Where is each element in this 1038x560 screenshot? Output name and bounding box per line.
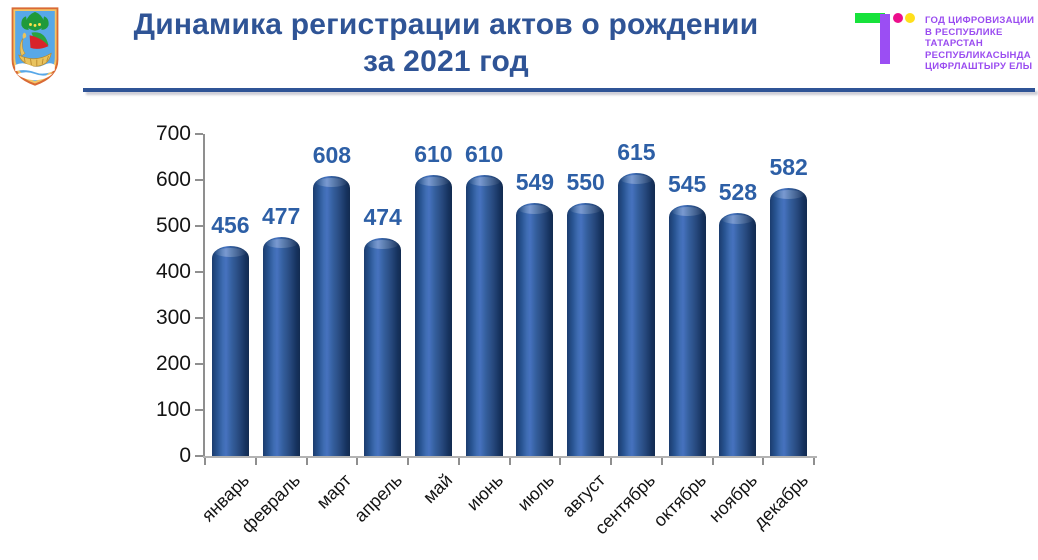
y-axis-tick-label: 300 [155,306,191,329]
x-axis-tick [254,458,257,465]
month-label: июнь [462,470,508,515]
y-axis-tick [195,179,203,181]
bar [567,203,605,456]
x-axis-tick [457,458,460,465]
bar-value-label: 474 [363,203,402,230]
x-axis-tick [508,458,511,465]
month-label: октябрь [649,470,711,531]
x-axis-tick [305,458,308,465]
coat-of-arms-icon [11,7,59,86]
bar [617,173,655,456]
bar [668,205,706,456]
page-title-line-2: за 2021 год [363,45,529,78]
y-axis [203,134,205,458]
bar [313,176,351,456]
bar [211,246,249,456]
y-axis-tick [195,363,203,365]
month-label: май [419,470,457,508]
digitalization-logo-text: ГОД ЦИФРОВИЗАЦИИ В РЕСПУБЛИКЕ ТАТАРСТАН … [925,15,1037,73]
bar-value-label: 610 [414,141,453,168]
y-axis-tick [195,317,203,319]
y-axis-tick [195,225,203,227]
page-title: Динамика регистрации актов о рождении за… [72,6,820,80]
bar-value-label: 545 [667,171,707,198]
logo-text-line: РЕСПУБЛИКАСЫНДА [925,49,1031,61]
bar-value-label: 610 [464,141,504,168]
digitalization-t-logo-icon [855,13,917,65]
bar [516,203,554,456]
logo-text-line: ТАТАРСТАН [925,38,984,50]
x-axis-tick [407,458,409,465]
month-label: июль [513,470,559,515]
t-logo-vertical-bar [880,14,890,64]
x-axis-tick [711,458,714,465]
y-axis-tick-label: 500 [155,214,191,237]
y-axis-tick [195,455,203,457]
month-label: апрель [349,470,406,526]
x-axis-tick [762,458,765,465]
y-axis-tick-label: 0 [179,444,191,467]
month-label: март [312,470,356,513]
bar [770,188,808,456]
y-axis-tick [195,409,203,411]
bar-value-label: 477 [261,202,301,229]
header-divider [83,88,1035,92]
logo-text-line: ГОД ЦИФРОВИЗАЦИИ [925,15,1035,26]
x-axis-tick [559,458,562,465]
y-axis-tick-label: 700 [155,122,191,145]
t-logo-horizontal-bar [855,13,885,23]
bar-value-label: 582 [769,154,808,181]
y-axis-tick [195,133,203,135]
bar [719,213,757,456]
bar-value-label: 550 [566,169,605,195]
x-axis-tick [356,458,359,465]
x-axis-tick [204,458,206,465]
page-title-line-1: Динамика регистрации актов о рождении [133,8,759,41]
bar [262,236,300,456]
y-axis-tick-label: 200 [155,352,191,375]
month-label: декабрь [749,470,812,533]
bar-value-label: 615 [617,139,656,166]
x-axis-tick [610,458,612,465]
logo-text-line: ЦИФРЛАШТЫРУ ЕЛЫ [925,61,1033,73]
y-axis-tick-label: 600 [155,168,191,191]
chart-plot: 0 100 200 300 400 500 600 700 456 январь 477 феврал… [156,122,817,538]
x-axis-tick [813,458,815,465]
bar-value-label: 549 [515,169,555,196]
t-logo-yellow-dot [905,13,915,23]
x-axis [203,456,817,458]
bar [364,237,402,456]
logo-text-line: В РЕСПУБЛИКЕ [925,26,1003,38]
y-axis-tick [195,271,203,273]
y-axis-tick-label: 100 [155,398,191,421]
bar [414,175,452,456]
bar-value-label: 528 [718,179,758,206]
x-axis-tick [660,458,663,465]
bar-value-label: 608 [312,142,352,169]
bar-value-label: 456 [211,212,250,239]
bar [465,175,503,456]
t-logo-pink-dot [893,13,903,23]
y-axis-tick-label: 400 [155,260,191,283]
